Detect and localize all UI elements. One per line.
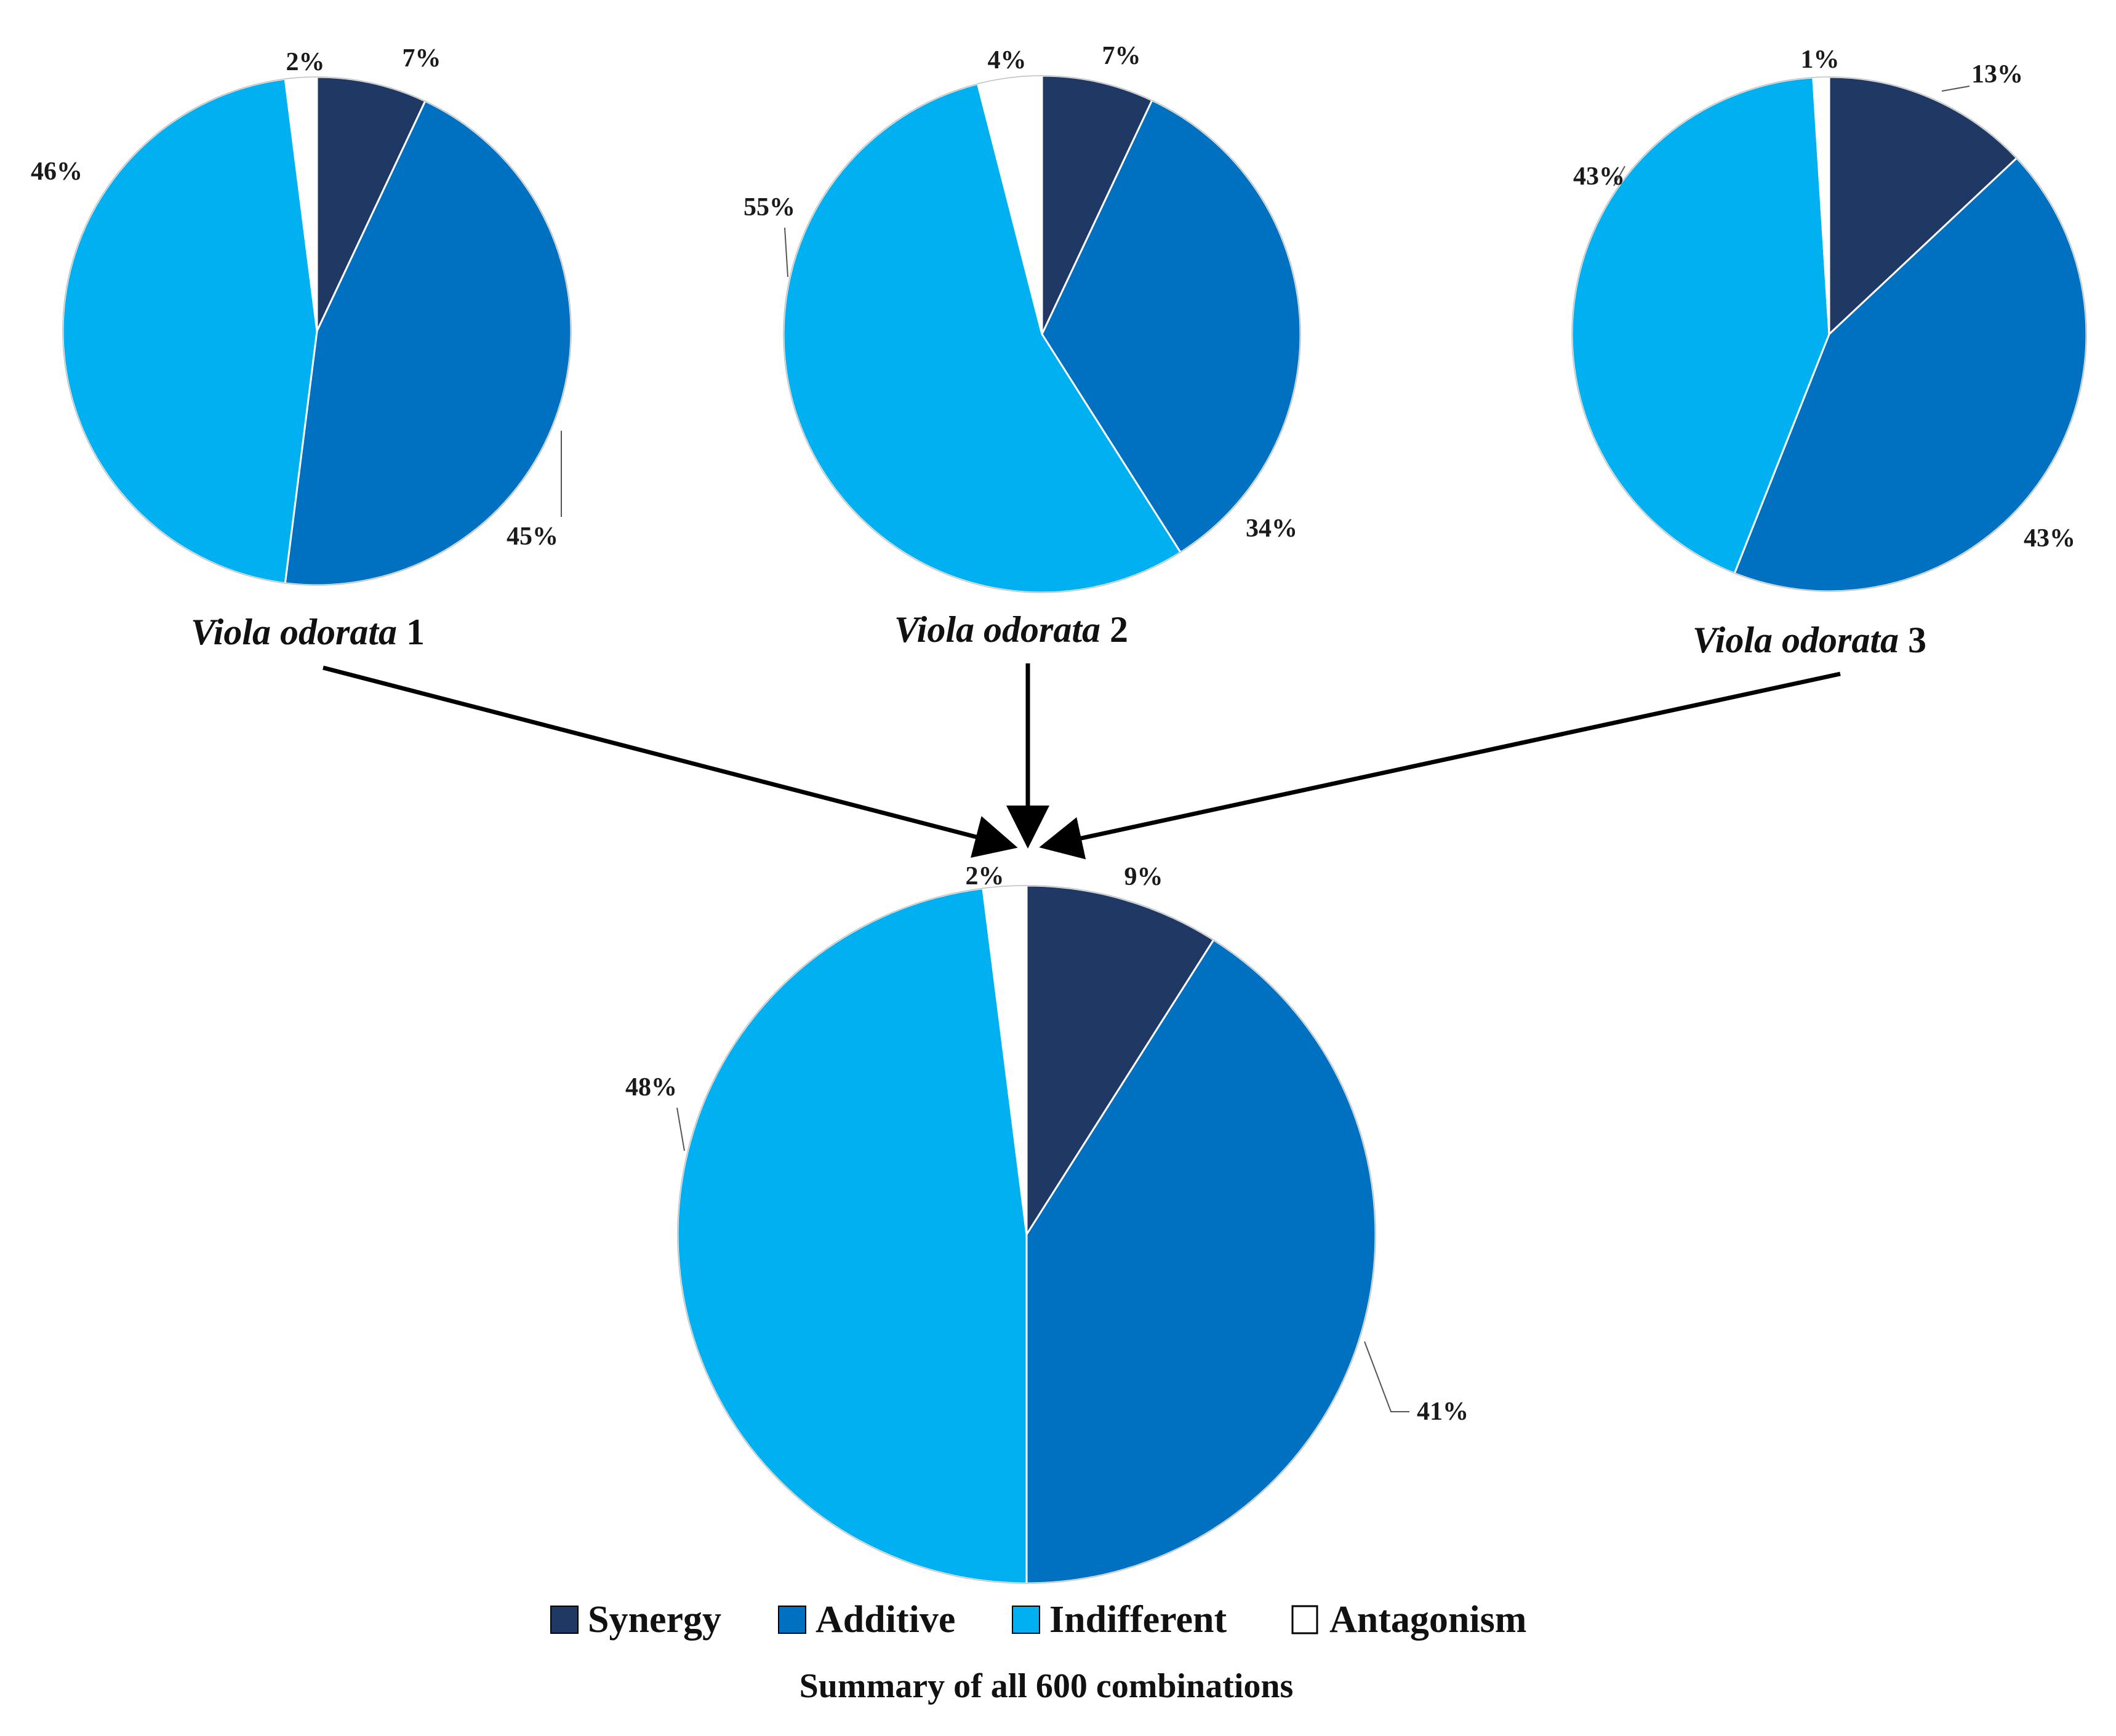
label-leader-line	[1613, 166, 1625, 186]
legend-swatch-additive	[778, 1606, 806, 1634]
pie-chart-viola-odorata-1: 7% 45% 46% 2%	[31, 44, 572, 586]
pie-outline	[1571, 76, 2087, 592]
pie-slice-indifferent	[62, 78, 318, 585]
legend-label-additive: Additive	[816, 1599, 955, 1641]
pie-chart-viola-odorata-2: 7% 34% 55% 4%	[743, 42, 1302, 594]
pie-outline	[677, 885, 1376, 1584]
arrow-from-pie-1	[323, 665, 1018, 858]
legend-swatch-indifferent	[1012, 1606, 1040, 1634]
pie-outline	[783, 75, 1301, 593]
data-label-antagonism: 1%	[1801, 46, 1840, 74]
summary-caption: Summary of all 600 combinations	[800, 1667, 1294, 1705]
legend-swatch-antagonism	[1291, 1605, 1318, 1634]
data-label-synergy: 9%	[1124, 863, 1163, 891]
legend-label-antagonism: Antagonism	[1329, 1599, 1526, 1641]
pie-2-caption: Viola odorata 2	[894, 609, 1128, 650]
label-leader-line	[676, 1107, 685, 1151]
data-label-synergy: 7%	[403, 44, 441, 73]
data-label-synergy: 13%	[1971, 60, 2023, 89]
data-label-antagonism: 2%	[286, 48, 325, 76]
legend-label-synergy: Synergy	[588, 1599, 721, 1641]
pie-3-caption: Viola odorata 3	[1693, 620, 1926, 660]
legend: Synergy Additive Indifferent Antagonism	[550, 1599, 1526, 1641]
pie-slice-indifferent	[676, 887, 1028, 1585]
data-label-additive: 41%	[1417, 1398, 1469, 1426]
data-label-antagonism: 4%	[988, 46, 1027, 74]
data-label-additive: 45%	[507, 522, 558, 551]
data-label-indifferent: 43%	[1573, 162, 1625, 191]
pie-chart-summary: 9% 41% 48% 2%	[625, 862, 1469, 1585]
legend-label-indifferent: Indifferent	[1049, 1599, 1227, 1641]
data-label-synergy: 7%	[1102, 42, 1141, 70]
data-label-additive: 43%	[2024, 524, 2075, 553]
data-label-indifferent: 46%	[31, 158, 82, 186]
legend-swatch-synergy	[550, 1606, 579, 1634]
data-label-indifferent: 55%	[743, 193, 795, 222]
pie-1-caption: Viola odorata 1	[191, 612, 425, 652]
data-label-antagonism: 2%	[966, 862, 1004, 890]
label-leader-line	[1941, 86, 1970, 92]
pie-outline	[62, 76, 572, 586]
pie-chart-viola-odorata-3: 13% 43% 43% 1%	[1571, 46, 2088, 593]
data-label-additive: 34%	[1246, 514, 1297, 543]
arrow-from-pie-3	[1039, 671, 1841, 860]
label-leader-line	[1364, 1341, 1409, 1412]
label-leader-line	[784, 227, 788, 278]
data-label-indifferent: 48%	[625, 1073, 677, 1102]
